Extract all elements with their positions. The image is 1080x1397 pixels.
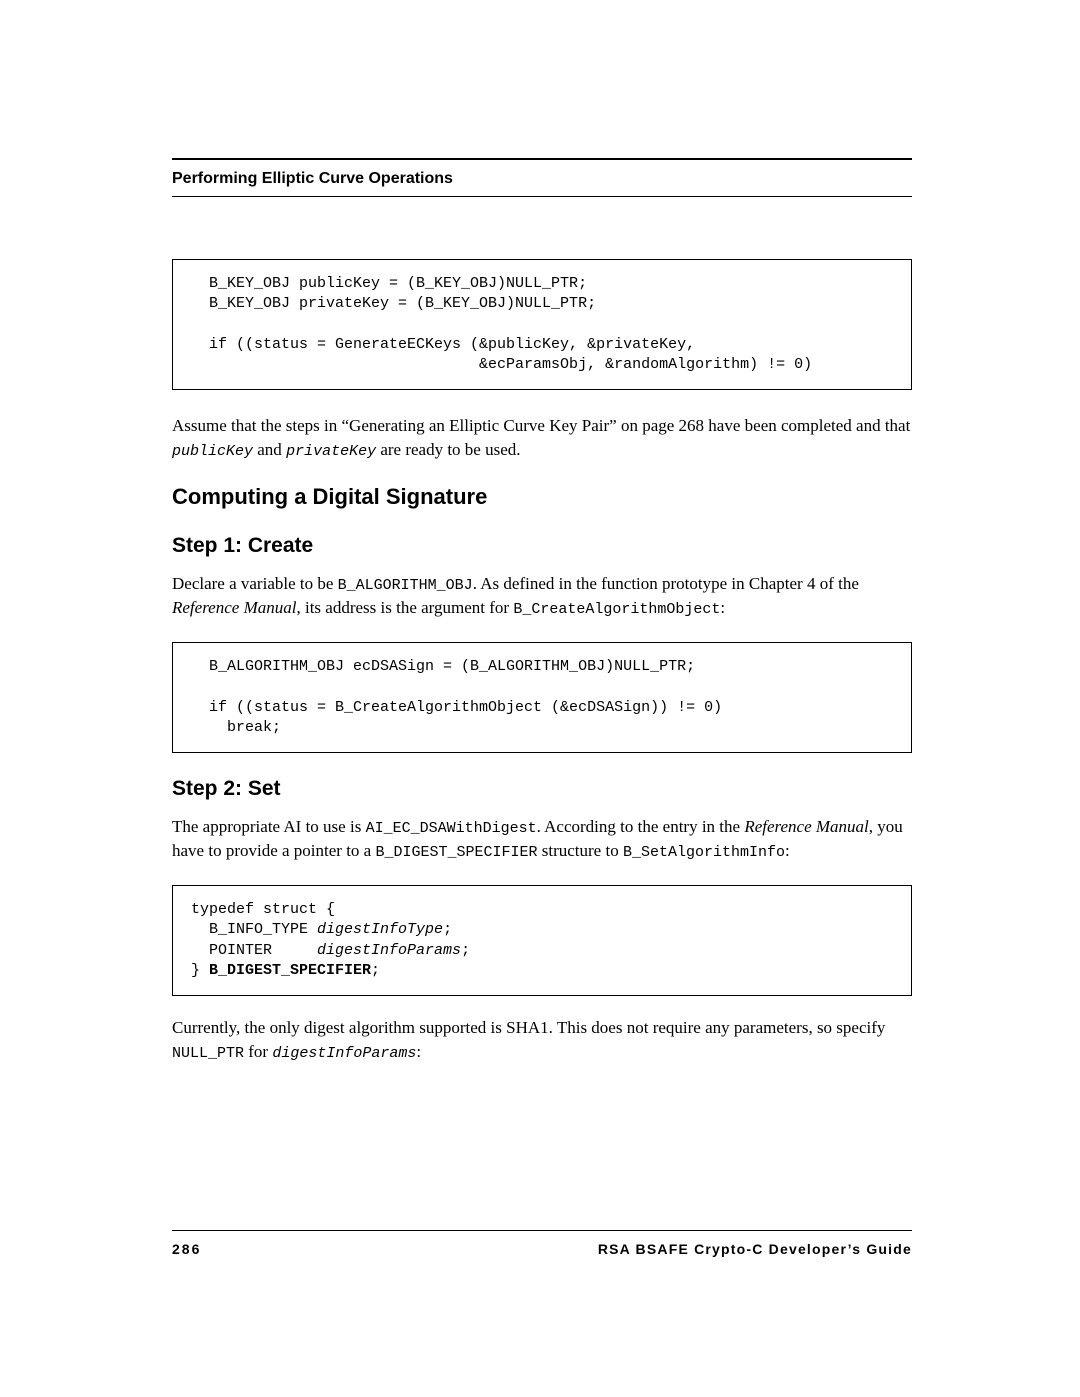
code-inline: publicKey — [172, 443, 253, 460]
code-inline: B_SetAlgorithmInfo — [623, 844, 785, 861]
text: Assume that the steps in “Generating an … — [172, 416, 910, 435]
footer-rule — [172, 1230, 912, 1231]
doc-title: RSA BSAFE Crypto-C Developer’s Guide — [598, 1241, 912, 1257]
heading-step1: Step 1: Create — [172, 534, 912, 558]
text: The appropriate AI to use is — [172, 817, 366, 836]
paragraph-1: Assume that the steps in “Generating an … — [172, 414, 912, 462]
text: are ready to be used. — [376, 440, 520, 459]
paragraph-4: Currently, the only digest algorithm sup… — [172, 1016, 912, 1064]
code-inline: NULL_PTR — [172, 1045, 244, 1062]
code-inline: AI_EC_DSAWithDigest — [366, 820, 537, 837]
code-inline: B_ALGORITHM_OBJ — [338, 577, 473, 594]
text: and — [253, 440, 286, 459]
code-bold: B_DIGEST_SPECIFIER — [209, 962, 371, 979]
text: : — [720, 598, 725, 617]
code-inline: privateKey — [286, 443, 376, 460]
code-block-1: B_KEY_OBJ publicKey = (B_KEY_OBJ)NULL_PT… — [172, 259, 912, 390]
text: for — [244, 1042, 272, 1061]
ref-manual: Reference Manual — [172, 598, 296, 617]
text: structure to — [538, 841, 623, 860]
text: : — [785, 841, 790, 860]
footer-row: 286 RSA BSAFE Crypto-C Developer’s Guide — [172, 1241, 912, 1257]
heading-computing: Computing a Digital Signature — [172, 484, 912, 510]
text: Currently, the only digest algorithm sup… — [172, 1018, 885, 1037]
code-ital: digestInfoType — [317, 921, 443, 938]
paragraph-2: Declare a variable to be B_ALGORITHM_OBJ… — [172, 572, 912, 620]
code-line: ; — [371, 962, 380, 979]
text: . According to the entry in the — [537, 817, 745, 836]
page-number: 286 — [172, 1241, 201, 1257]
code-inline: B_DIGEST_SPECIFIER — [375, 844, 537, 861]
code-line: B_INFO_TYPE — [191, 921, 317, 938]
page-footer: 286 RSA BSAFE Crypto-C Developer’s Guide — [172, 1230, 912, 1257]
code-line: POINTER — [191, 942, 317, 959]
heading-step2: Step 2: Set — [172, 777, 912, 801]
code-line: ; — [461, 942, 470, 959]
code-line: ; — [443, 921, 452, 938]
code-inline: digestInfoParams — [272, 1045, 416, 1062]
text: , its address is the argument for — [296, 598, 513, 617]
section-label: Performing Elliptic Curve Operations — [172, 170, 912, 188]
code-ital: digestInfoParams — [317, 942, 461, 959]
ref-manual: Reference Manual — [744, 817, 868, 836]
code-line: typedef struct { — [191, 901, 335, 918]
top-rule — [172, 158, 912, 160]
code-inline: B_CreateAlgorithmObject — [513, 601, 720, 618]
code-block-3: typedef struct { B_INFO_TYPE digestInfoT… — [172, 885, 912, 996]
code-line: } — [191, 962, 209, 979]
paragraph-3: The appropriate AI to use is AI_EC_DSAWi… — [172, 815, 912, 863]
code-block-2: B_ALGORITHM_OBJ ecDSASign = (B_ALGORITHM… — [172, 642, 912, 753]
page-content: Performing Elliptic Curve Operations B_K… — [172, 158, 912, 1086]
text: Declare a variable to be — [172, 574, 338, 593]
text: : — [416, 1042, 421, 1061]
header-rule — [172, 196, 912, 197]
text: . As defined in the function prototype i… — [473, 574, 859, 593]
